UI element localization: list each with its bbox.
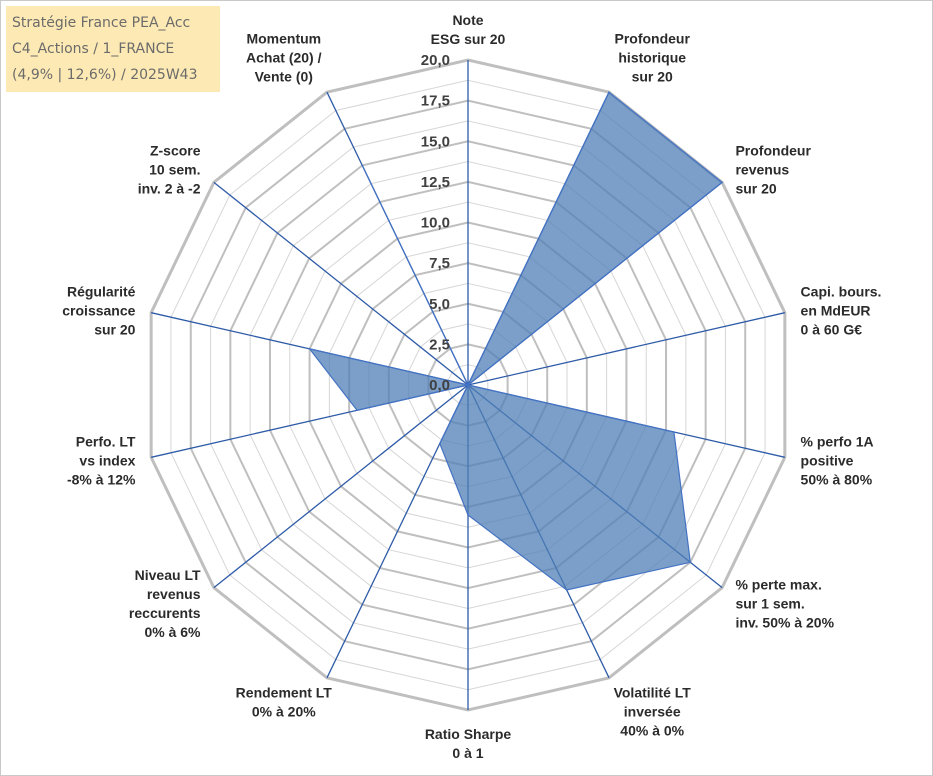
axis-label-line: Régularité [67,284,136,300]
axis-label-line: Niveau LT [135,567,201,583]
axis-label-line: revenus [735,161,789,177]
axis-label-group: Rendement LT 0% à 20% [236,685,333,720]
axis-label-line: sur 20 [735,180,776,196]
axis-label-line: % perfo 1A [801,433,874,449]
axis-label-line: % perte max. [735,577,821,593]
axis-label-line: Perfo. LT [76,433,136,449]
axis-label-line: 10 sem. [149,161,200,177]
axis-label-line: 40% à 0% [620,723,684,739]
title-line-category: C4_Actions / 1_FRANCE [12,41,175,57]
axis-label-group: Capi. bours. en MdEUR 0 à 60 G€ [801,284,882,338]
axis-label-line: Note [452,12,483,28]
axis-label-line: sur 20 [632,68,673,84]
axis-label-group: Note ESG sur 20 [431,12,506,47]
data-point [438,442,441,445]
axis-label-line: historique [618,49,686,65]
axis-label-line: -8% à 12% [67,471,136,487]
axis-label-line: 0 à 1 [452,745,483,761]
axis-label-line: Vente (0) [255,68,313,84]
axis-label-line: Profondeur [614,30,690,46]
tick-label: 20,0 [421,52,450,69]
axis-line [213,384,469,589]
axis-label-line: 50% à 80% [801,471,873,487]
data-point [565,589,568,591]
axis-label-line: sur 1 sem. [735,596,804,612]
axis-line [213,181,469,386]
axis-label-group: Volatilité LT inversée 40% à 0% [614,685,692,739]
axis-label-line: Rendement LT [236,685,333,701]
axis-label-group: Profondeur historique sur 20 [614,30,690,84]
axis-label-line: 0 à 60 G€ [801,322,863,338]
tick-label: 15,0 [421,133,450,150]
tick-label: 10,0 [421,215,450,232]
axis-line [467,312,785,386]
tick-label: 12,5 [421,174,450,191]
chart-title-box: Stratégie France PEA_Acc C4_Actions / 1_… [6,6,220,92]
axis-label-line: Z-score [150,142,201,158]
axis-label-line: vs index [79,452,135,468]
axis-label-line: Momentum [246,30,321,46]
axis-label-group: Ratio Sharpe 0 à 1 [425,726,512,761]
axis-label-line: Profondeur [735,142,811,158]
axis-label-line: ESG sur 20 [431,31,506,47]
tick-layer: 0,0 2,5 5,0 7,5 10,0 12,5 15,0 17,5 20,0 [421,52,450,394]
axis-label-line: sur 20 [94,322,135,338]
axis-label-line: Volatilité LT [614,685,692,701]
data-point [608,91,610,93]
axis-label-group: Perfo. LT vs index -8% à 12% [67,433,136,487]
label-layer: Note ESG sur 20 Profondeur historique sur 20… [62,12,881,761]
axis-label-group: % perte max. sur 1 sem. inv. 50% à 20% [735,577,834,631]
axis-label-line: inv. 2 à -2 [138,180,201,196]
data-point [467,514,469,516]
axis-label-line: en MdEUR [801,303,871,319]
axis-label-group: Z-score 10 sem. inv. 2 à -2 [138,142,201,196]
title-line-stats: (4,9% | 12,6%) / 2025W43 [12,67,198,83]
axis-label-line: 0% à 20% [252,704,316,720]
data-point [721,181,723,184]
data-point [356,409,358,412]
axis-label-group: Momentum Achat (20) / Vente (0) [246,30,322,84]
data-point [361,164,364,167]
axis-label-line: positive [801,452,854,468]
axis-label-group: Régularité croissance sur 20 [62,284,135,338]
tick-label: 7,5 [429,255,450,272]
data-point [689,561,692,564]
tick-label: 0,0 [429,377,450,394]
axis-label-line: Ratio Sharpe [425,726,512,742]
title-line-strategy: Stratégie France PEA_Acc [12,15,191,31]
axis-label-group: Profondeur revenus sur 20 [735,142,811,196]
axis-label-line: 0% à 6% [144,624,201,640]
data-point [673,431,675,433]
axis-label-line: Capi. bours. [801,284,882,300]
series-layer [308,91,724,591]
axis-label-group: % perfo 1A positive 50% à 80% [801,433,874,487]
axis-label-line: inv. 50% à 20% [735,615,834,631]
axis-label-line: croissance [62,303,135,319]
axis-label-line: reccurents [129,605,201,621]
axis-label-line: Achat (20) / [246,49,322,65]
axis-label-group: Niveau LT revenus reccurents 0% à 6% [129,567,201,640]
axis-label-line: revenus [147,586,201,602]
tick-label: 5,0 [429,296,450,313]
tick-label: 17,5 [421,93,450,110]
tick-label: 2,5 [429,336,450,353]
data-point [308,348,311,350]
data-point [467,384,469,386]
axis-label-line: inversée [624,704,681,720]
